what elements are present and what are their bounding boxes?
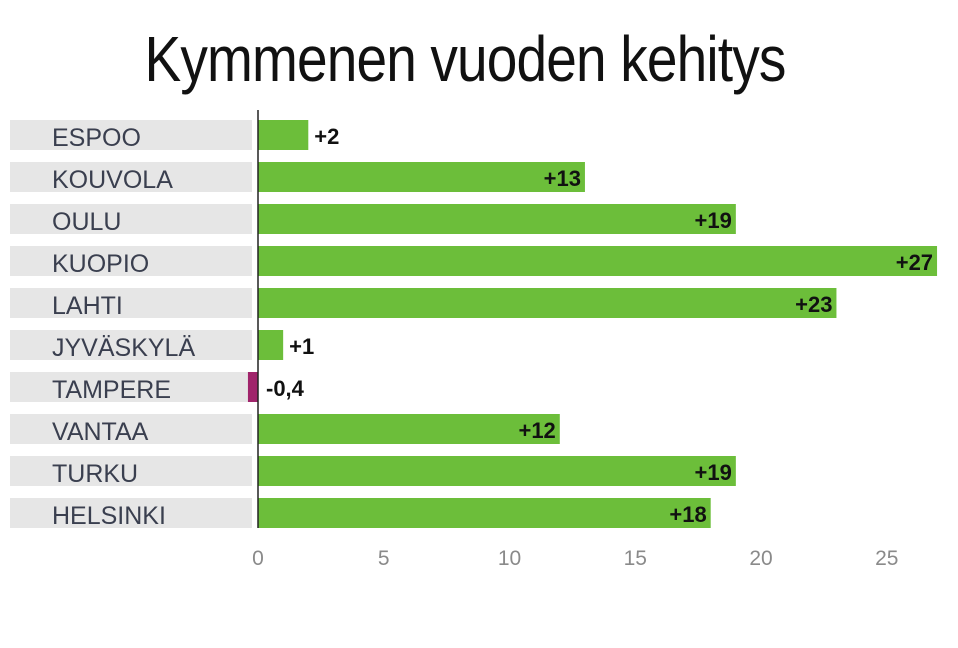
x-tick-label-0: 0 xyxy=(252,547,264,570)
bar-lahti xyxy=(258,288,837,318)
bar-vantaa xyxy=(258,414,560,444)
value-label-jyväskylä: +1 xyxy=(289,334,314,359)
label-band-tampere xyxy=(10,372,252,402)
category-label-tampere: TAMPERE xyxy=(52,376,171,404)
label-band-oulu xyxy=(10,204,252,234)
category-label-kouvola: KOUVOLA xyxy=(52,166,173,194)
bar-turku xyxy=(258,456,736,486)
value-label-tampere: -0,4 xyxy=(266,376,305,401)
category-label-turku: TURKU xyxy=(52,460,138,488)
x-tick-label-15: 15 xyxy=(624,547,647,570)
label-band-vantaa xyxy=(10,414,252,444)
bar-helsinki xyxy=(258,498,711,528)
category-label-espoo: ESPOO xyxy=(52,124,141,152)
chart-title: Kymmenen vuoden kehitys xyxy=(144,23,786,95)
label-band-jyväskylä xyxy=(10,330,252,360)
bar-kouvola xyxy=(258,162,585,192)
value-label-espoo: +2 xyxy=(314,124,339,149)
label-band-espoo xyxy=(10,120,252,150)
category-label-oulu: OULU xyxy=(52,208,121,236)
value-label-vantaa: +12 xyxy=(518,418,555,443)
x-tick-label-20: 20 xyxy=(749,547,772,570)
value-label-turku: +19 xyxy=(695,460,732,485)
bar-oulu xyxy=(258,204,736,234)
value-label-lahti: +23 xyxy=(795,292,832,317)
label-band-lahti xyxy=(10,288,252,318)
bar-espoo xyxy=(258,120,309,150)
label-band-turku xyxy=(10,456,252,486)
category-label-jyväskylä: JYVÄSKYLÄ xyxy=(52,334,195,362)
bar-jyväskylä xyxy=(258,330,284,360)
category-label-kuopio: KUOPIO xyxy=(52,250,149,278)
category-label-vantaa: VANTAA xyxy=(52,418,149,446)
value-label-kuopio: +27 xyxy=(896,250,933,275)
label-band-helsinki xyxy=(10,498,252,528)
value-label-oulu: +19 xyxy=(695,208,732,233)
label-band-kouvola xyxy=(10,162,252,192)
bar-tampere xyxy=(247,372,258,402)
label-band-kuopio xyxy=(10,246,252,276)
x-tick-label-10: 10 xyxy=(498,547,521,570)
x-tick-label-25: 25 xyxy=(875,547,898,570)
bar-kuopio xyxy=(258,246,938,276)
value-label-kouvola: +13 xyxy=(544,166,581,191)
x-tick-label-5: 5 xyxy=(378,547,390,570)
value-label-helsinki: +18 xyxy=(669,502,706,527)
category-label-lahti: LAHTI xyxy=(52,292,123,320)
category-label-helsinki: HELSINKI xyxy=(52,502,166,530)
